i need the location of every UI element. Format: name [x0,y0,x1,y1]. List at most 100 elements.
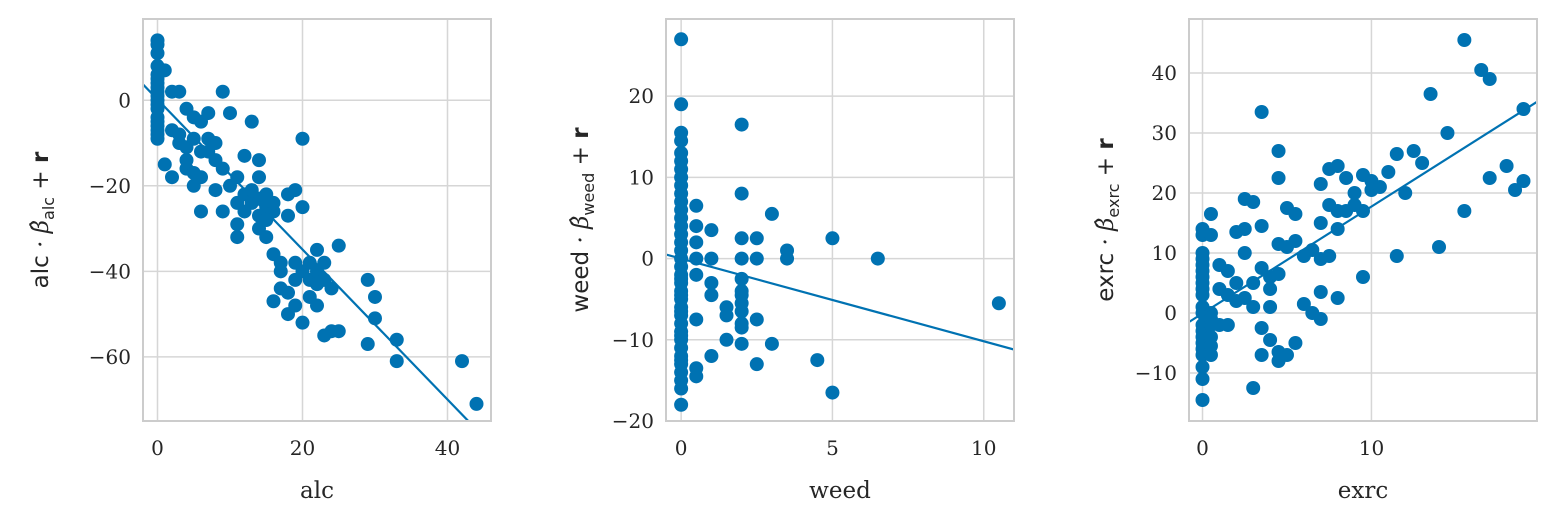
data-point [230,217,245,232]
data-point [1271,171,1286,185]
data-point [165,170,179,185]
data-point [704,288,719,303]
data-point [1389,147,1404,161]
data-point [734,231,749,246]
data-point [1254,321,1269,335]
data-point [201,106,216,121]
data-point [150,123,165,138]
data-point [689,235,704,250]
data-point [288,183,303,198]
data-point [734,186,749,201]
data-point [689,369,704,384]
x-tick-label: 0 [1196,436,1209,460]
data-point [157,157,172,172]
y-tick-label: 0 [641,247,654,271]
data-point [764,336,779,351]
data-point [281,208,295,223]
data-point [749,251,764,266]
data-point [360,337,375,352]
data-point [288,298,303,313]
y-tick-label: −10 [1135,361,1177,385]
data-point [689,312,704,327]
data-point [1381,165,1396,179]
y-label-variable: alc [28,255,54,288]
data-point [1440,126,1455,140]
fit-line [143,83,470,421]
y-tick-label: 20 [629,84,654,108]
x-axis-label: weed [809,478,871,504]
y-tick-label: 20 [1152,181,1177,205]
data-point [1195,393,1210,407]
data-point [991,296,1006,311]
grid [143,19,491,421]
axes-frame [665,18,1015,422]
data-point [252,153,266,168]
y-label-plus: + [1093,150,1119,184]
data-point [719,308,734,323]
data-point [689,198,704,213]
data-point [1398,186,1413,200]
data-point [273,264,288,279]
y-tick-label: −60 [89,345,131,369]
data-point [1246,195,1261,209]
data-point [704,223,719,238]
data-point [1195,288,1210,302]
data-point [215,84,230,99]
data-point [810,353,825,368]
data-point [1457,204,1472,218]
data-point [674,304,689,319]
y-tick-label: 0 [1164,301,1177,325]
data-point [215,204,230,219]
data-point [360,272,375,287]
data-point [179,153,194,168]
x-tick-label: 5 [826,436,839,460]
data-point [749,357,764,372]
data-point [1271,267,1286,281]
axes-frame [142,18,492,422]
y-label-plus: + [28,163,54,197]
data-point [1457,33,1472,47]
data-point [825,385,840,400]
data-point [674,133,689,148]
data-point [1423,87,1438,101]
data-point [1499,159,1514,173]
data-point [1313,216,1328,230]
data-point [310,242,324,257]
y-label-residual: r [568,127,594,139]
x-tick-label: 20 [290,436,315,460]
data-point [1246,300,1261,314]
data-point [749,312,764,327]
data-point [324,281,339,296]
data-point [704,251,719,266]
data-point [764,206,779,221]
y-label-beta-subscript: weed [579,173,598,216]
y-tick-label: 0 [118,88,131,112]
data-point [389,332,404,347]
x-tick-label: 10 [1359,436,1384,460]
data-point [689,267,704,282]
data-point [1482,72,1497,86]
data-point [223,106,237,121]
grid [666,19,1014,422]
y-label-beta: · β̂ [1093,218,1119,253]
x-axis-label: exrc [1338,478,1388,504]
data-point [1195,360,1210,374]
data-point [469,396,484,411]
data-point [825,231,840,246]
y-label-residual: r [1093,138,1119,150]
data-point [295,131,310,146]
y-tick-label: −20 [612,409,654,433]
data-point [674,288,689,303]
data-point [230,170,245,185]
data-point [1508,183,1523,197]
data-point [1263,282,1278,296]
data-point [719,332,734,347]
data-point [1263,333,1278,347]
data-point [1237,291,1252,305]
data-point [780,251,795,266]
data-point [237,148,252,163]
data-point [674,32,689,47]
data-point [689,219,704,234]
